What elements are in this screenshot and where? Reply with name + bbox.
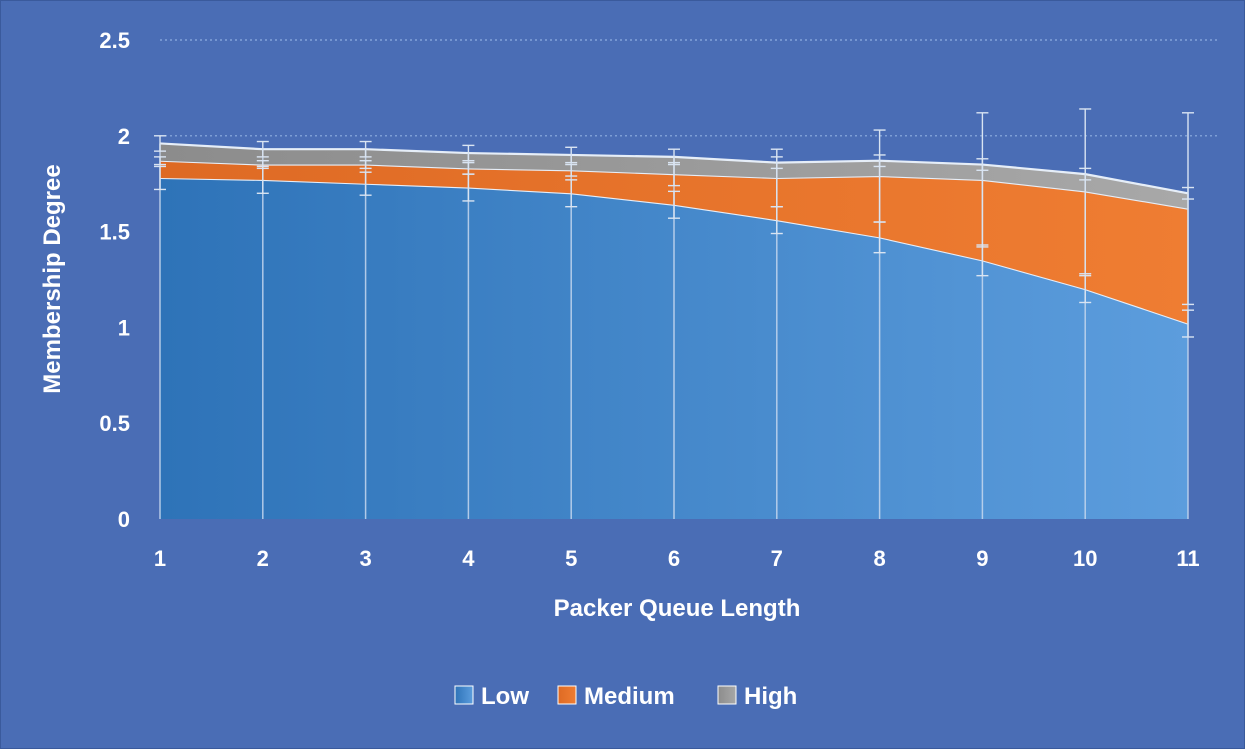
legend-label: Low [481,683,529,710]
x-tick-label: 10 [1073,546,1097,571]
y-tick-label: 1 [118,315,130,340]
x-tick-label: 5 [565,546,577,571]
legend-item-low: Low [454,683,529,710]
legend-swatch [717,685,737,705]
legend-swatch [454,685,474,705]
legend-swatch [557,685,577,705]
y-tick-label: 2 [118,124,130,149]
x-tick-label: 8 [873,546,885,571]
x-tick-label: 6 [668,546,680,571]
x-tick-label: 3 [359,546,371,571]
y-tick-label: 0 [118,507,130,532]
legend-item-high: High [717,683,797,710]
legend-item-medium: Medium [557,683,675,710]
x-axis-title: Packer Queue Length [554,595,801,622]
x-tick-label: 7 [771,546,783,571]
x-axis-ticks: 1 2 3 4 5 6 7 8 9 10 11 [154,546,1200,571]
x-tick-label: 11 [1176,546,1199,571]
x-tick-label: 4 [462,546,475,571]
legend-label: Medium [584,683,675,710]
x-tick-label: 1 [154,546,166,571]
x-tick-label: 2 [257,546,269,571]
legend: Low Medium High [454,683,797,710]
error-bars [154,108,1194,338]
y-tick-label: 0.5 [99,411,130,436]
area-medium [160,160,1188,324]
y-axis-title: Membership Degree [39,164,66,393]
y-tick-label: 1.5 [99,220,130,245]
gridlines [160,39,1218,137]
area-high [160,143,1188,209]
x-tick-label: 9 [976,546,988,571]
y-tick-label: 2.5 [99,28,130,53]
y-axis-ticks: 0 0.5 1 1.5 2 2.5 [99,28,130,532]
legend-label: High [744,683,797,710]
